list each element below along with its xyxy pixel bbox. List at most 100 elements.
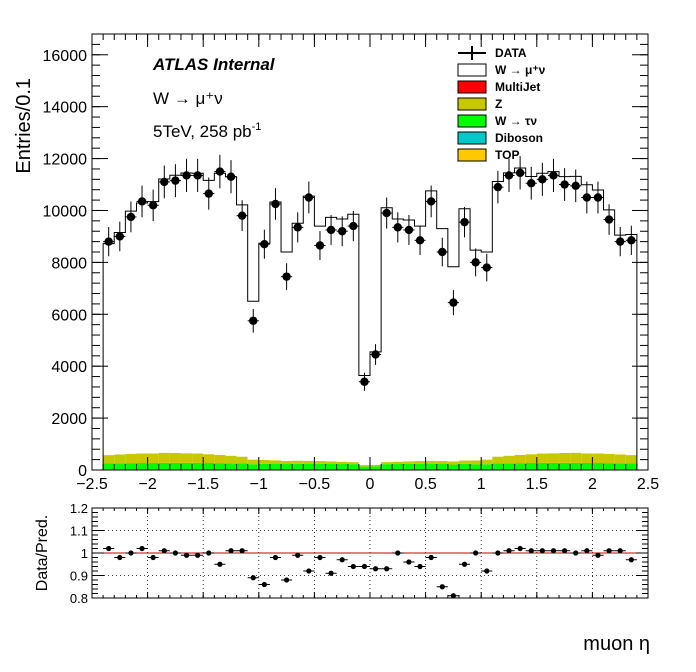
stack-bar-w- xyxy=(236,463,248,470)
stack-bar-w- xyxy=(147,462,159,470)
ratio-point xyxy=(559,548,571,554)
stack-bar-z xyxy=(314,461,326,464)
stack-bar-w- xyxy=(536,173,548,454)
ratio-point xyxy=(180,552,193,558)
ratio-point xyxy=(236,548,248,554)
stack-bar-w- xyxy=(603,209,615,454)
stack-bar-w- xyxy=(614,235,626,455)
stack-bar-z xyxy=(581,453,593,463)
stack-bar-w- xyxy=(492,181,504,457)
stack-bar-z xyxy=(436,460,448,465)
data-point xyxy=(547,158,560,193)
stack-bar-w- xyxy=(536,462,548,470)
ratio-point xyxy=(347,563,359,570)
stack-bar-w- xyxy=(292,463,304,470)
stack-bar-w- xyxy=(470,464,482,470)
stack-bar-z xyxy=(470,460,482,465)
stack-bar-w- xyxy=(503,463,515,470)
data-point xyxy=(481,253,493,282)
stack-bar-w- xyxy=(336,219,348,462)
data-point xyxy=(492,170,504,204)
stack-bar-w- xyxy=(514,463,526,470)
stack-bar-z xyxy=(303,460,315,464)
stack-bar-z xyxy=(325,461,337,464)
legend-label: Diboson xyxy=(495,131,543,145)
data-point xyxy=(403,214,415,245)
ratio-point xyxy=(192,552,204,558)
ratio-y-tick-label: 1.2 xyxy=(70,501,88,516)
ratio-point xyxy=(358,563,370,570)
data-point xyxy=(136,185,148,218)
data-point xyxy=(559,168,571,201)
data-point xyxy=(125,201,137,233)
stack-bar-w- xyxy=(547,462,560,470)
ratio-point xyxy=(214,561,226,567)
ratio-point xyxy=(436,584,448,590)
ratio-point xyxy=(303,568,315,574)
data-point xyxy=(392,212,404,243)
stack-bar-w- xyxy=(492,463,504,470)
data-point xyxy=(514,156,526,190)
energy-lumi-prefix: 5TeV, 258 pb xyxy=(153,122,252,141)
ratio-point xyxy=(158,548,170,554)
data-point xyxy=(258,229,270,259)
ratio-y-tick-label: 0.9 xyxy=(70,569,88,584)
stack-bar-w- xyxy=(592,462,604,470)
annotation-block: ATLAS Internal W → μ⁺ν 5TeV, 258 pb-1 xyxy=(152,55,276,141)
stack-bar-w- xyxy=(136,202,148,454)
stack-bar-z xyxy=(214,454,226,464)
legend-entry: DATA xyxy=(458,46,527,60)
stack-total-outline xyxy=(102,167,638,470)
stack-bar-w- xyxy=(203,462,215,470)
ratio-point xyxy=(247,575,259,581)
data-point xyxy=(347,210,359,242)
stack-bar-w- xyxy=(414,463,426,470)
ratio-point xyxy=(314,554,326,561)
x-axis-title: muon η xyxy=(583,633,650,655)
ratio-point xyxy=(225,548,237,554)
stack-bar-z xyxy=(225,455,237,464)
stack-bar-w- xyxy=(358,375,370,466)
y-axis-title: Entries/0.1 xyxy=(13,78,35,174)
ratio-point xyxy=(603,548,615,554)
stack-bar-w- xyxy=(258,463,270,470)
stacked-histogram xyxy=(102,167,638,470)
ratio-point xyxy=(458,561,471,567)
stack-bar-w- xyxy=(425,190,437,461)
y-tick-label: 4000 xyxy=(51,359,87,376)
stack-bar-z xyxy=(447,461,459,465)
stack-bar-z xyxy=(492,456,504,464)
stack-bar-w- xyxy=(347,464,359,470)
data-point xyxy=(203,177,215,210)
stack-bar-z xyxy=(292,460,304,464)
energy-lumi-exponent: -1 xyxy=(252,121,262,133)
stack-bar-w- xyxy=(169,462,181,470)
data-point xyxy=(536,162,548,196)
data-point xyxy=(447,290,459,316)
y-tick-label: 2000 xyxy=(51,411,87,428)
x-tick-label: 2 xyxy=(588,476,597,493)
data-point xyxy=(358,372,370,391)
x-tick-label: −2.5 xyxy=(76,476,108,493)
stack-bar-w- xyxy=(192,462,204,470)
ratio-point xyxy=(325,570,337,576)
ratio-y-tick-label: 1 xyxy=(81,546,88,561)
data-point xyxy=(192,158,204,193)
stack-bar-w- xyxy=(481,252,493,460)
stack-bar-w- xyxy=(547,171,560,454)
data-point xyxy=(581,181,593,214)
data-point xyxy=(103,227,115,257)
ratio-point xyxy=(514,545,526,552)
stack-bar-z xyxy=(358,465,370,467)
ratio-y-tick-label: 0.8 xyxy=(70,591,88,606)
ratio-point xyxy=(581,548,593,554)
stack-bar-w- xyxy=(203,180,215,455)
stack-bar-w- xyxy=(180,462,193,470)
data-points xyxy=(103,154,637,391)
data-point xyxy=(247,308,259,333)
data-point xyxy=(458,206,471,238)
stack-bar-w- xyxy=(158,178,170,453)
stack-bar-w- xyxy=(370,466,382,470)
y-tick-label: 14000 xyxy=(43,100,88,117)
energy-lumi-label: 5TeV, 258 pb-1 xyxy=(153,121,261,141)
